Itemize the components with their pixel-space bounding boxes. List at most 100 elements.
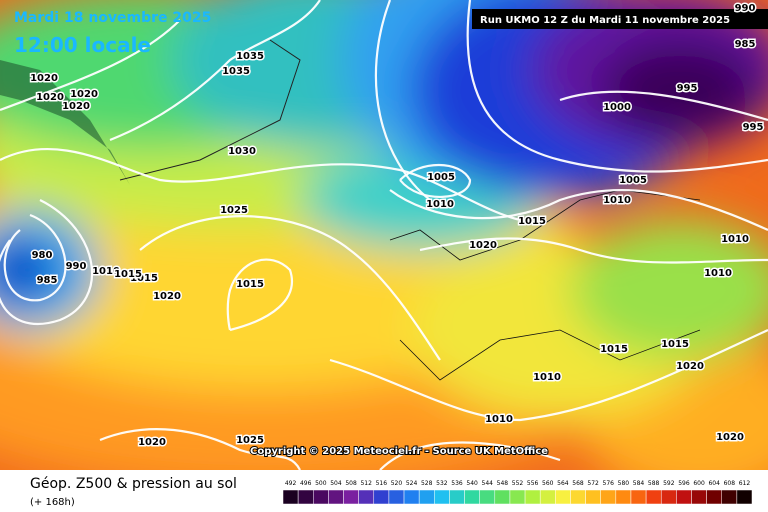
scale-label: 576 [603,480,615,487]
isobar-label: 1025 [220,205,248,216]
scale-label: 492 [285,480,297,487]
scale-cell [736,489,753,505]
scale-label: 496 [300,480,312,487]
scale-label: 568 [572,480,584,487]
scale-label: 512 [360,480,372,487]
isobar-label: 1025 [236,435,264,446]
isobar-label: 1020 [716,432,744,443]
scale-cell [570,489,586,505]
scale-label: 552 [512,480,524,487]
scale-cell [676,489,692,505]
scale-label: 592 [663,480,675,487]
scale-label: 612 [739,480,751,487]
isobar-label: 1010 [533,372,561,383]
isobar-label: 1010 [426,199,454,210]
scale-cell [479,489,496,505]
scale-label: 532 [436,480,448,487]
scale-cell [494,489,511,505]
scale-label: 604 [708,480,720,487]
scale-label: 536 [451,480,463,487]
scale-label: 560 [542,480,554,487]
scale-label: 548 [497,480,509,487]
scale-label: 500 [315,480,327,487]
scale-cell [615,489,632,505]
isobar-label: 1035 [236,51,264,62]
scale-cell [373,489,390,505]
scale-cell [555,489,571,505]
scale-label: 564 [557,480,569,487]
field [0,0,768,470]
scale-cell [464,489,480,505]
scale-label: 608 [724,480,736,487]
scale-label: 596 [678,480,690,487]
scale-cell [645,489,662,505]
scale-cell [282,489,299,505]
footer-title: Géop. Z500 & pression au sol [30,476,237,492]
isobar-label: 1010 [721,234,749,245]
isobar-label: 1020 [153,291,181,302]
isobar-label: 980 [32,250,53,261]
isobar-label: 1005 [427,172,455,183]
isobar-label: 990 [66,261,87,272]
scale-cell [524,489,541,505]
isobars [0,0,768,470]
scale-label: 524 [406,480,418,487]
isobar-label: 1010 [485,414,513,425]
isobar-label: 1000 [603,102,631,113]
scale-cell [313,489,329,505]
scale-cell [449,489,465,505]
isobar-label: 1010 [92,266,120,277]
scale-label: 520 [391,480,403,487]
scale-cell [403,489,420,505]
isobar-label: 1020 [62,101,90,112]
isobar-label: 1010 [603,195,631,206]
isobar-label: 1015 [130,273,158,284]
isobar-label: 995 [677,83,698,94]
scale-label: 540 [466,480,478,487]
scale-label: 544 [482,480,494,487]
scale-cell [630,489,647,505]
scale-cell [691,489,707,505]
isobar-label: 1035 [222,66,250,77]
scale-label: 516 [376,480,388,487]
isobar-label: 1015 [236,279,264,290]
isobar-label: 985 [735,39,756,50]
scale-cell [328,489,344,505]
isobar-label: 1015 [600,344,628,355]
isobar-label: 1020 [469,240,497,251]
scale-label: 528 [421,480,433,487]
scale-cell [358,489,375,505]
isobar-label: 1020 [676,361,704,372]
scale-label: 584 [633,480,645,487]
isobar-label: 990 [735,3,756,14]
date-label: Mardi 18 novembre 2025 [14,10,211,26]
scale-label: 588 [648,480,660,487]
isobar-label: 1015 [518,216,546,227]
scale-cell [434,489,450,505]
scale-label: 580 [618,480,630,487]
isobar-label: 1005 [619,175,647,186]
isobar-label: 1020 [138,437,166,448]
run-box [472,9,768,29]
footer-lead: (+ 168h) [30,497,75,508]
scale-cell [660,489,677,505]
scale-cell [539,489,556,505]
scale-cell [706,489,722,505]
time-label: 12:00 locale [14,33,151,57]
scale-cell [297,489,314,505]
isobar-label: 1010 [704,268,732,279]
scale-cell [418,489,435,505]
scale-label: 600 [693,480,705,487]
scale-label: 572 [587,480,599,487]
isobar-label: 1020 [70,89,98,100]
scale-cell [343,489,359,505]
copyright: Copyright © 2025 Meteociel.fr - Source U… [250,446,548,457]
scale-label: 508 [345,480,357,487]
isobar-label: 1030 [228,146,256,157]
scale-cell [509,489,526,505]
scale-cell [388,489,405,505]
scale-cell [600,489,617,505]
isobar-label: 1015 [661,339,689,350]
scale-label: 556 [527,480,539,487]
